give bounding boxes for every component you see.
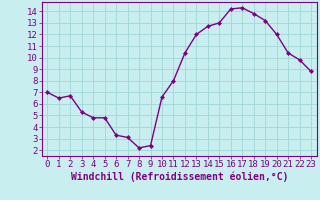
- X-axis label: Windchill (Refroidissement éolien,°C): Windchill (Refroidissement éolien,°C): [70, 172, 288, 182]
